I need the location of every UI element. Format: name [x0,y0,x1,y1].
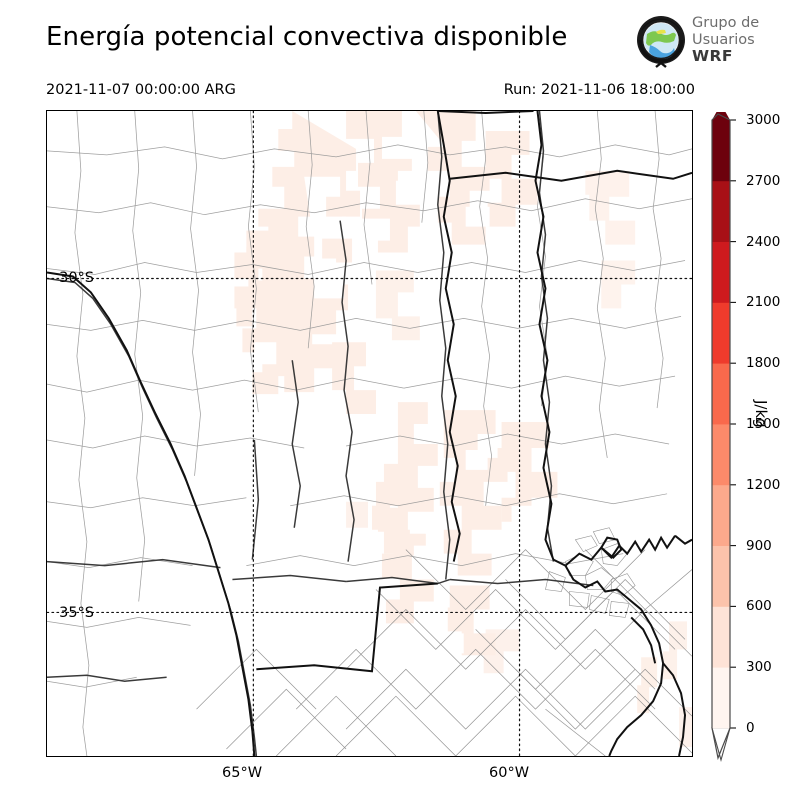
colorbar-tick-2400: 2400 [746,233,781,250]
colorbar-tick-1200: 1200 [746,476,781,493]
lat-tick-30S: 30°S [59,270,94,286]
logo-line-2: Usuarios [692,31,755,48]
lon-tick-60W: 60°W [489,765,530,781]
valid-time-label: 2021-11-07 00:00:00 ARG [46,82,236,98]
colorbar-tick-900: 900 [746,537,772,554]
lat-tick-35S: 35°S [59,605,94,621]
province-borders-layer [47,111,594,756]
model-run-label: Run: 2021-11-06 18:00:00 [503,82,695,98]
colorbar-tick-300: 300 [746,659,772,676]
colorbar-tick-0: 0 [746,720,755,736]
country-borders-layer [47,111,692,756]
cape-colorbar[interactable]: 3000 2700 2400 2100 1800 1500 1200 900 600 300 0 [700,112,780,764]
colorbar-tick-3000: 3000 [746,112,781,128]
colorbar-swatches [711,112,736,763]
colorbar-tick-2100: 2100 [746,294,781,311]
colorbar-axis-label: J/kg [752,400,770,428]
lon-tick-65W: 65°W [222,765,263,781]
map-canvas [47,111,692,756]
logo-text: Grupo de Usuarios WRF [692,15,759,65]
globe-emblem-icon [634,14,688,68]
wrf-user-group-logo: Grupo de Usuarios WRF [634,14,784,70]
colorbar-tick-2700: 2700 [746,172,781,189]
colorbar-tick-1500: 1500 [746,416,781,432]
colorbar-tick-600: 600 [746,598,772,615]
colorbar-tick-1800: 1800 [746,355,781,372]
logo-line-1: Grupo de [692,15,760,31]
logo-line-3: WRF [692,47,733,65]
page-title: Energía potencial convectiva disponible [46,22,568,52]
cape-map-panel[interactable] [46,110,693,757]
